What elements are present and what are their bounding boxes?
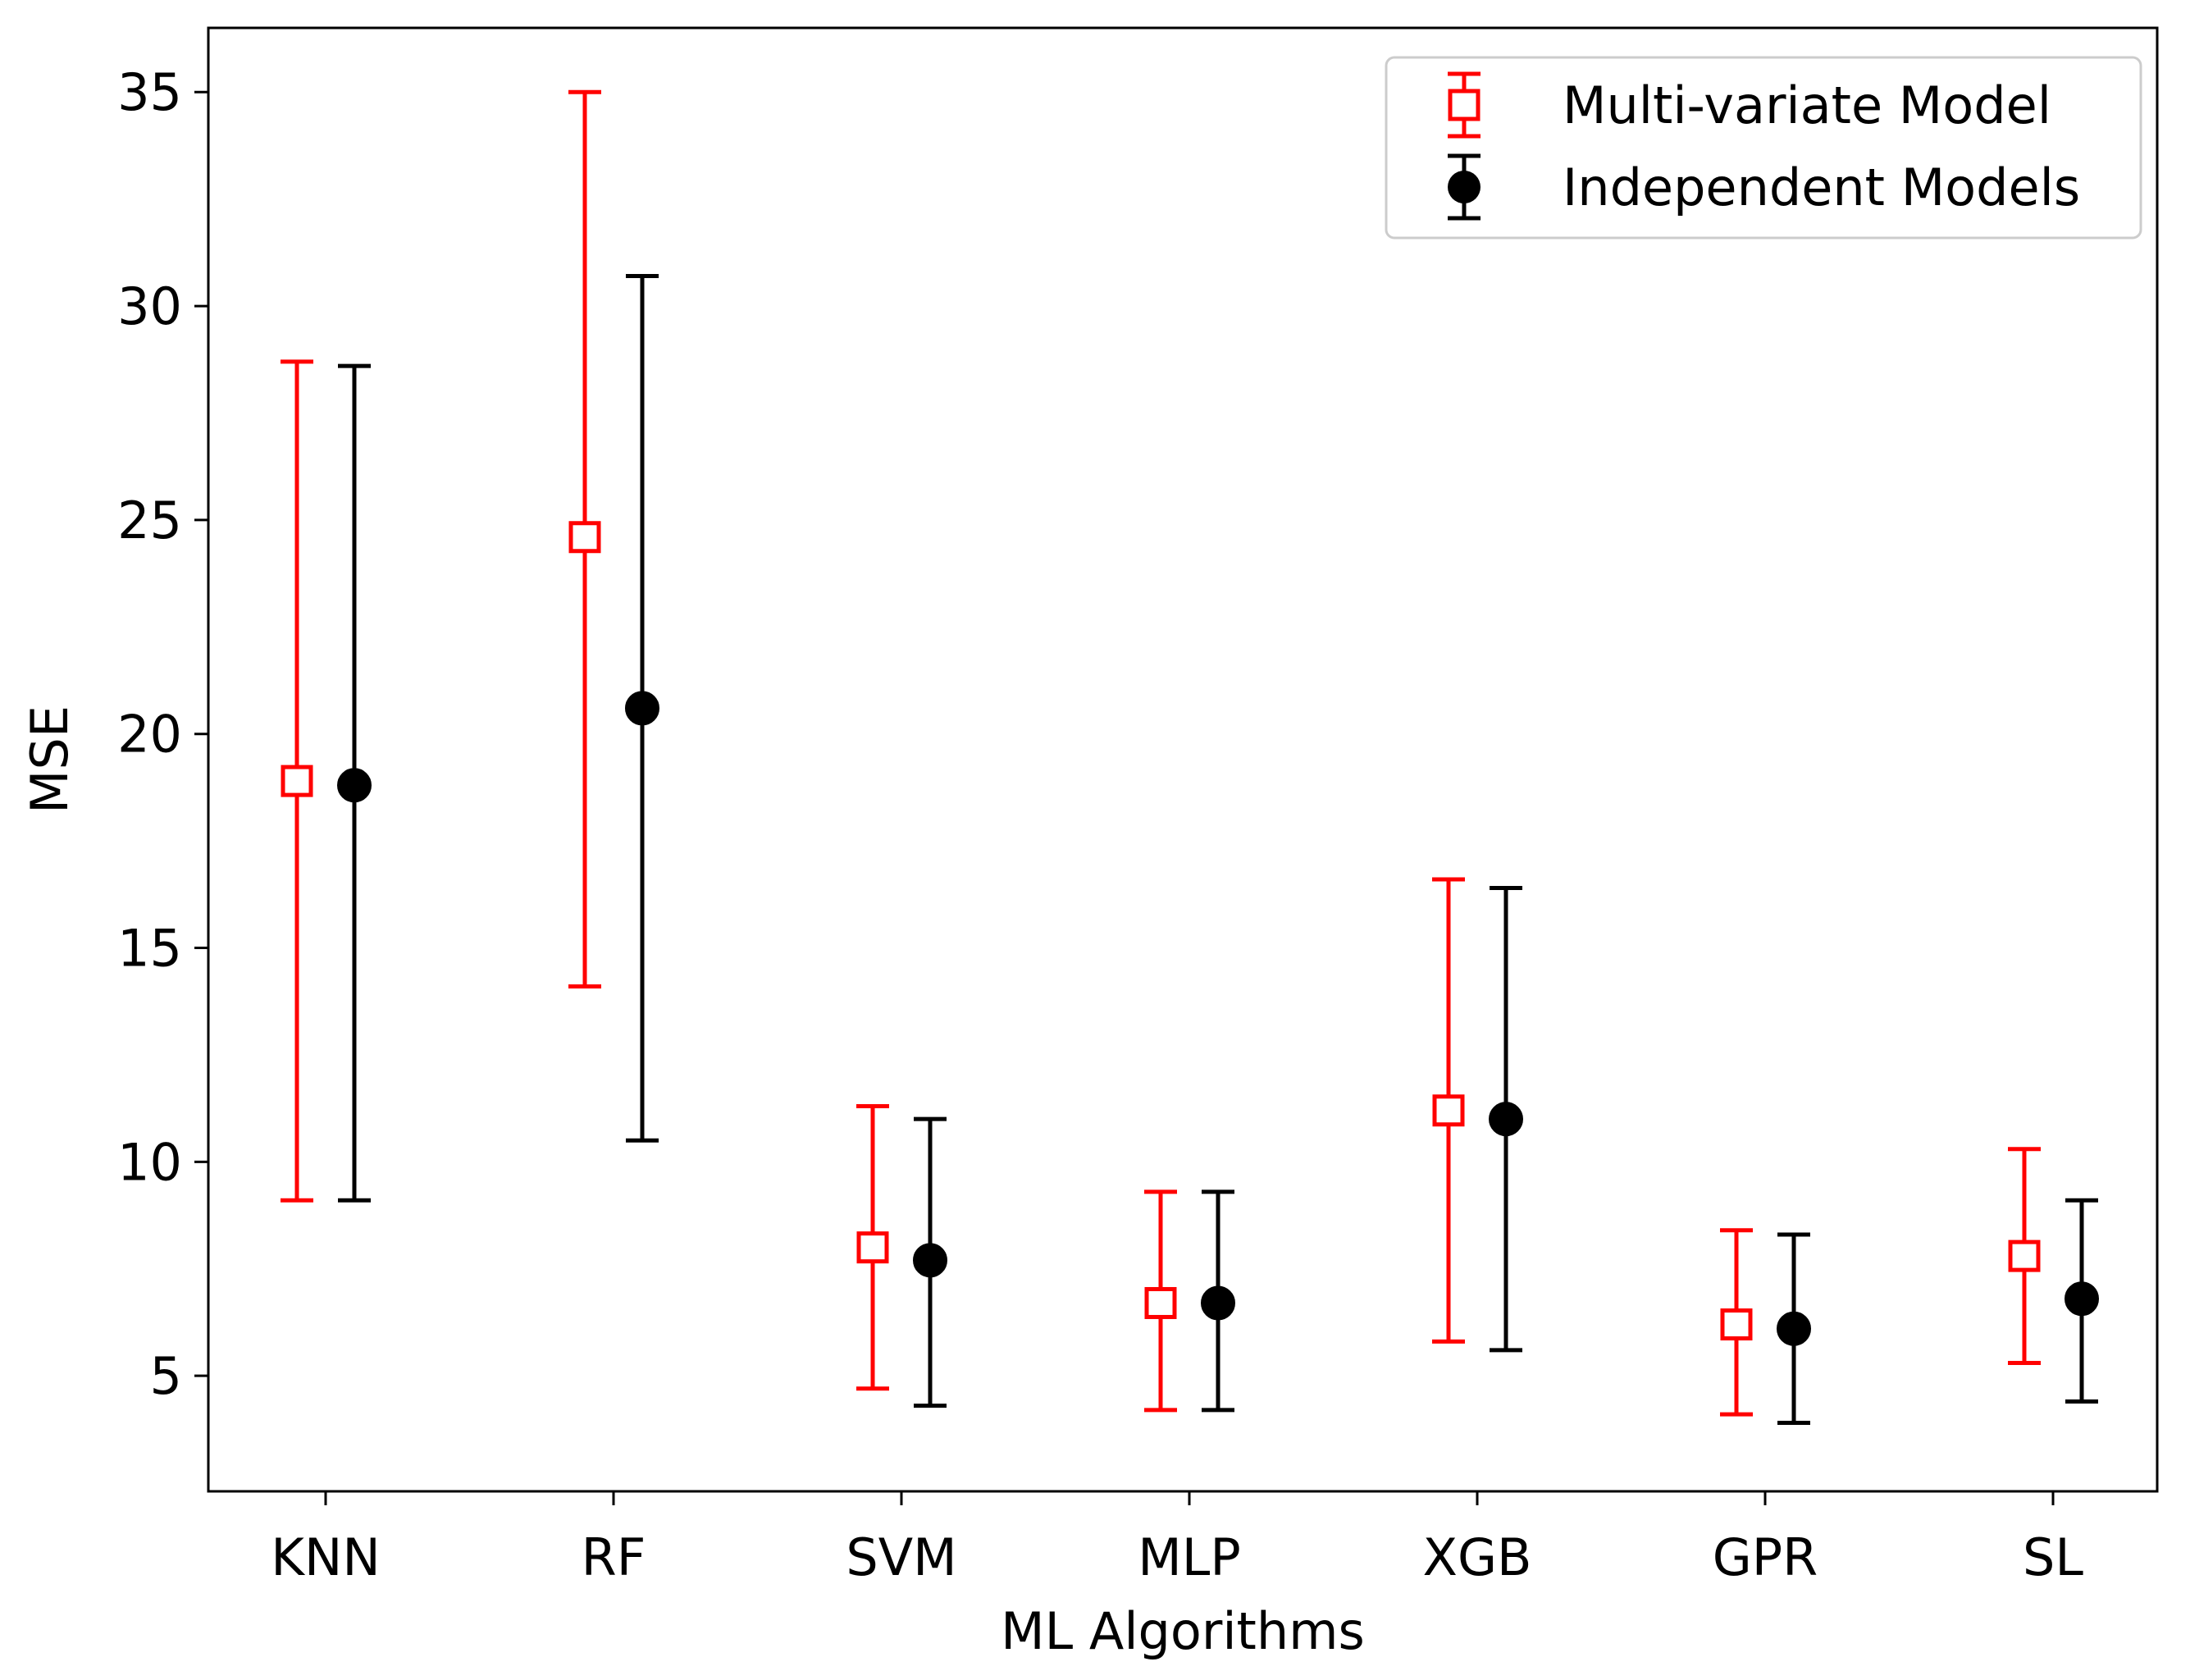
marker-independent-models-xgb — [1489, 1102, 1523, 1137]
series-multi-variate-model — [281, 89, 2041, 1417]
marker-independent-models-sl — [2065, 1281, 2099, 1317]
y-tick-label-10: 10 — [117, 1132, 182, 1192]
x-tick-label-mlp: MLP — [1138, 1527, 1240, 1587]
x-tick-label-gpr: GPR — [1713, 1527, 1818, 1587]
marker-multi-variate-model-mlp — [1144, 1286, 1177, 1319]
legend: Multi-variate Model Independent Models — [1385, 56, 2142, 240]
legend-entry-multi-variate-model: Multi-variate Model — [1448, 71, 2051, 139]
marker-multi-variate-model-gpr — [1720, 1308, 1753, 1341]
x-tick-label-svm: SVM — [846, 1527, 956, 1587]
chart-marks — [281, 89, 2099, 1426]
marker-multi-variate-model-knn — [281, 765, 313, 797]
x-axis-label: ML Algorithms — [1001, 1601, 1365, 1661]
plot-frame — [207, 26, 2159, 1493]
legend-label-multi-variate-model: Multi-variate Model — [1563, 75, 2051, 135]
y-tick-label-35: 35 — [117, 62, 182, 122]
marker-independent-models-knn — [337, 768, 372, 803]
legend-entry-independent-models: Independent Models — [1448, 153, 2080, 221]
legend-frame — [1385, 56, 2142, 240]
marker-multi-variate-model-sl — [2008, 1239, 2041, 1272]
legend-marker-multi-variate-model — [1448, 89, 1481, 121]
x-tick-label-sl: SL — [2023, 1527, 2083, 1587]
marker-independent-models-svm — [913, 1243, 947, 1278]
marker-multi-variate-model-svm — [856, 1231, 889, 1264]
legend-label-independent-models: Independent Models — [1563, 158, 2080, 217]
marker-independent-models-mlp — [1201, 1285, 1235, 1321]
x-tick-label-xgb: XGB — [1422, 1527, 1531, 1587]
y-axis-label: MSE — [20, 705, 80, 814]
y-tick-label-15: 15 — [117, 919, 182, 979]
x-tick-label-rf: RF — [582, 1527, 646, 1587]
y-axis: 5 10 15 20 25 30 35 — [117, 62, 208, 1406]
marker-independent-models-gpr — [1777, 1311, 1811, 1346]
y-tick-label-25: 25 — [117, 491, 182, 550]
legend-marker-independent-models — [1448, 171, 1481, 203]
y-tick-label-5: 5 — [150, 1346, 182, 1406]
marker-multi-variate-model-rf — [568, 521, 601, 554]
x-axis: KNN RF SVM MLP XGB GPR SL — [271, 1491, 2083, 1587]
marker-multi-variate-model-xgb — [1432, 1094, 1465, 1127]
y-tick-label-30: 30 — [117, 276, 182, 336]
series-independent-models — [337, 274, 2099, 1426]
marker-independent-models-rf — [625, 691, 659, 726]
y-tick-label-20: 20 — [117, 705, 182, 765]
x-tick-label-knn: KNN — [271, 1527, 380, 1587]
